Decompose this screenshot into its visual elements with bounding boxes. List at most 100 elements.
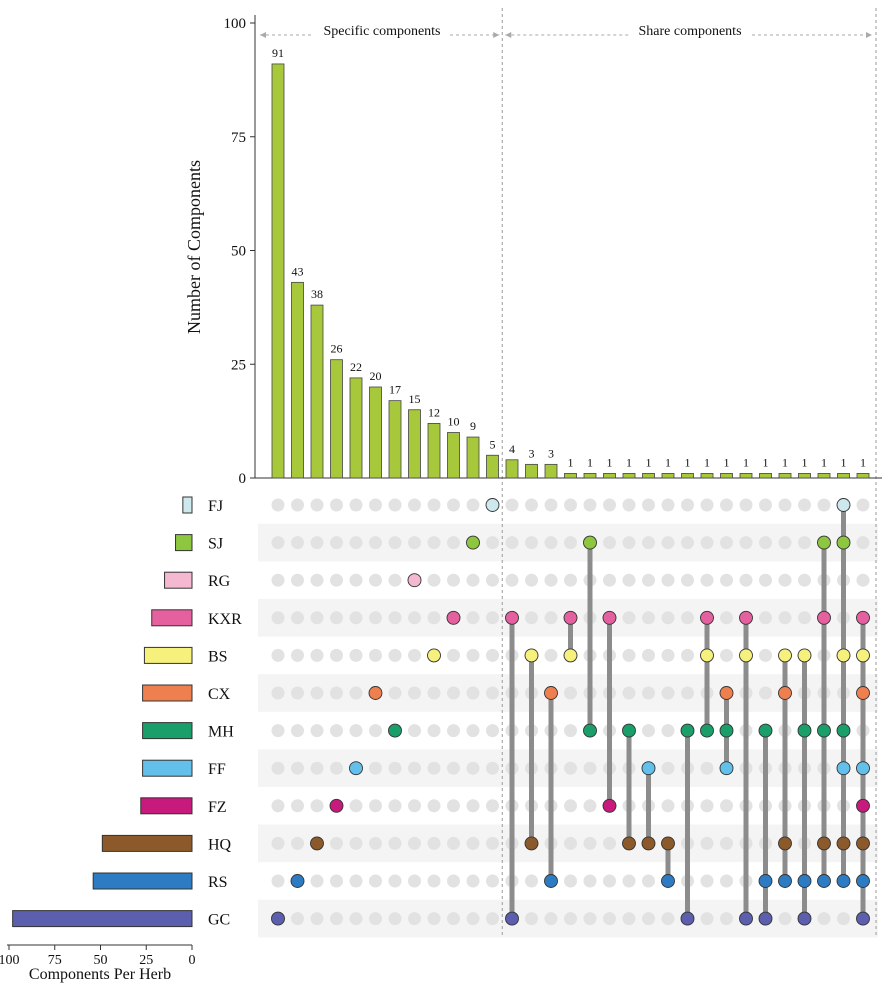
- intersection-bar: [739, 473, 753, 479]
- empty-dot: [603, 536, 616, 550]
- empty-dot: [447, 874, 460, 888]
- empty-dot: [447, 836, 460, 850]
- member-dot: [817, 535, 831, 550]
- empty-dot: [661, 799, 675, 813]
- set-size-bar: [12, 910, 193, 928]
- empty-dot: [544, 912, 558, 926]
- empty-dot: [544, 536, 558, 550]
- empty-dot: [271, 874, 285, 888]
- intersection-bar: [759, 473, 772, 479]
- empty-dot: [291, 799, 304, 813]
- member-dot: [485, 498, 500, 512]
- empty-dot: [622, 573, 636, 587]
- intersection-bars: [271, 63, 870, 479]
- empty-dot: [388, 761, 402, 775]
- intersection-bar: [388, 400, 402, 479]
- y-tick-label: 25: [231, 357, 246, 373]
- empty-dot: [739, 536, 753, 550]
- intersection-bar: [564, 473, 577, 479]
- member-dot: [583, 723, 597, 738]
- empty-dot: [798, 498, 811, 512]
- empty-dot: [330, 611, 343, 625]
- member-dot: [856, 874, 870, 888]
- member-dot: [778, 686, 792, 700]
- empty-dot: [466, 498, 480, 512]
- empty-dot: [564, 573, 577, 587]
- member-dot: [719, 723, 734, 738]
- empty-dot: [466, 611, 480, 625]
- empty-dot: [271, 686, 285, 700]
- empty-dot: [525, 536, 538, 550]
- intersection-bar-label: 1: [860, 455, 866, 469]
- section-arrowhead: [493, 32, 500, 38]
- empty-dot: [642, 536, 655, 550]
- intersection-bar: [369, 386, 382, 479]
- empty-dot: [427, 836, 441, 850]
- intersection-bar: [622, 473, 636, 479]
- set-name-label: FJ: [208, 498, 223, 515]
- empty-dot: [486, 724, 499, 738]
- empty-dot: [564, 912, 577, 926]
- empty-dot: [700, 498, 714, 512]
- intersection-bar-label: 91: [272, 46, 284, 60]
- empty-dot: [271, 761, 285, 775]
- empty-dot: [310, 761, 324, 775]
- empty-dot: [388, 536, 402, 550]
- empty-dot: [661, 912, 675, 926]
- empty-dot: [486, 686, 499, 700]
- empty-dot: [427, 799, 441, 813]
- empty-dot: [700, 536, 714, 550]
- member-dot: [758, 874, 773, 888]
- empty-dot: [349, 874, 363, 888]
- empty-dot: [661, 724, 675, 738]
- intersection-bar: [447, 432, 460, 479]
- intersection-bar: [837, 473, 850, 479]
- member-dot: [407, 573, 422, 588]
- intersection-bar: [661, 473, 675, 479]
- intersection-bar: [817, 473, 831, 479]
- y-tick-label: 0: [239, 471, 247, 487]
- member-dot: [661, 874, 675, 888]
- empty-dot: [642, 573, 655, 587]
- empty-dot: [330, 874, 343, 888]
- member-dot: [700, 723, 714, 738]
- empty-dot: [369, 836, 382, 850]
- intersection-bar: [330, 359, 343, 479]
- empty-dot: [505, 498, 519, 512]
- intersection-bar-label: 38: [311, 287, 323, 301]
- empty-dot: [739, 498, 753, 512]
- empty-dot: [330, 724, 343, 738]
- empty-dot: [583, 836, 597, 850]
- member-dot: [700, 610, 714, 625]
- empty-dot: [642, 498, 655, 512]
- section-arrowhead: [505, 32, 512, 38]
- empty-dot: [466, 724, 480, 738]
- empty-dot: [642, 874, 655, 888]
- empty-dot: [427, 724, 441, 738]
- empty-dot: [642, 724, 655, 738]
- empty-dot: [388, 836, 402, 850]
- member-dot: [602, 610, 617, 625]
- member-dot: [739, 610, 753, 625]
- empty-dot: [603, 498, 616, 512]
- empty-dot: [447, 498, 460, 512]
- intersection-bar-label: 43: [292, 264, 304, 278]
- share-components-label: Share components: [638, 24, 741, 39]
- member-dot: [817, 610, 831, 625]
- set-size-bar: [182, 496, 193, 514]
- empty-dot: [778, 912, 792, 926]
- member-dot: [622, 723, 636, 738]
- intersection-bar: [720, 473, 733, 479]
- member-dot: [680, 723, 695, 738]
- empty-dot: [388, 686, 402, 700]
- intersection-bar-label: 3: [529, 446, 535, 460]
- empty-dot: [564, 761, 577, 775]
- empty-dot: [349, 573, 363, 587]
- empty-dot: [661, 498, 675, 512]
- empty-dot: [427, 912, 441, 926]
- member-dot: [797, 723, 812, 738]
- empty-dot: [622, 536, 636, 550]
- member-dot: [563, 610, 578, 625]
